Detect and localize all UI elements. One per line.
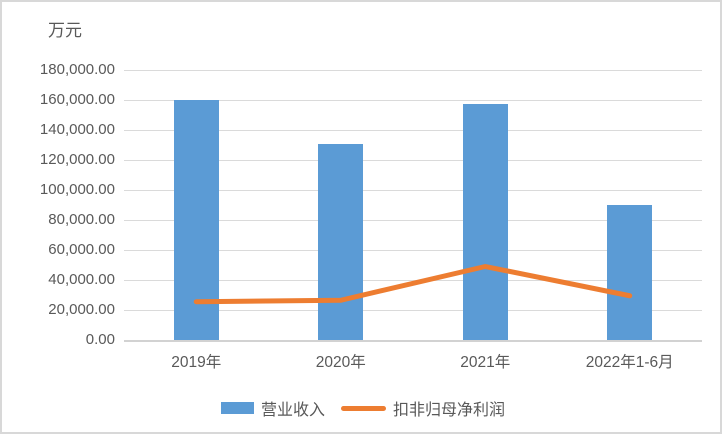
legend-bar-swatch [220, 402, 254, 414]
y-tick-label: 40,000.00 [48, 271, 115, 288]
gridline [124, 70, 702, 71]
gridline [124, 130, 702, 131]
x-tick-label: 2021年 [460, 354, 511, 371]
legend-line-label: 扣非归母净利润 [393, 402, 506, 419]
legend-bar-label: 营业收入 [260, 402, 325, 419]
y-tick-label: 140,000.00 [39, 121, 115, 138]
line-series [193, 263, 633, 305]
y-tick-label: 0.00 [85, 331, 115, 348]
gridline [124, 100, 702, 101]
y-tick-label: 160,000.00 [39, 91, 115, 108]
y-tick-label: 120,000.00 [39, 151, 115, 168]
y-tick-label: 100,000.00 [39, 181, 115, 198]
x-tick-label: 2020年 [315, 354, 366, 371]
x-tick-label: 2019年 [171, 354, 222, 371]
gridline [124, 250, 702, 251]
gridline [124, 280, 702, 281]
bar-2021年 [462, 103, 508, 340]
y-tick-label: 60,000.00 [48, 241, 115, 258]
legend-line-swatch [341, 405, 386, 411]
gridline [124, 160, 702, 161]
y-axis: 0.00 20,000.00 40,000.00 60,000.00 80,000.00… [2, 2, 115, 432]
gridline [124, 190, 702, 191]
x-tick-label: 2022年1-6月 [585, 354, 674, 371]
plot-area [124, 70, 702, 342]
bar-2020年 [318, 144, 364, 340]
y-tick-label: 20,000.00 [48, 301, 115, 318]
y-tick-label: 180,000.00 [39, 61, 115, 78]
bar-2022年1-6月 [607, 205, 653, 340]
legend: 营业收入 扣非归母净利润 [2, 396, 720, 420]
x-axis: 2019年 2020年 2021年 2022年1-6月 [124, 350, 702, 372]
gridline [124, 220, 702, 221]
gridline [124, 310, 702, 311]
axis-unit-label: 万元 [48, 21, 82, 40]
y-tick-label: 80,000.00 [48, 211, 115, 228]
